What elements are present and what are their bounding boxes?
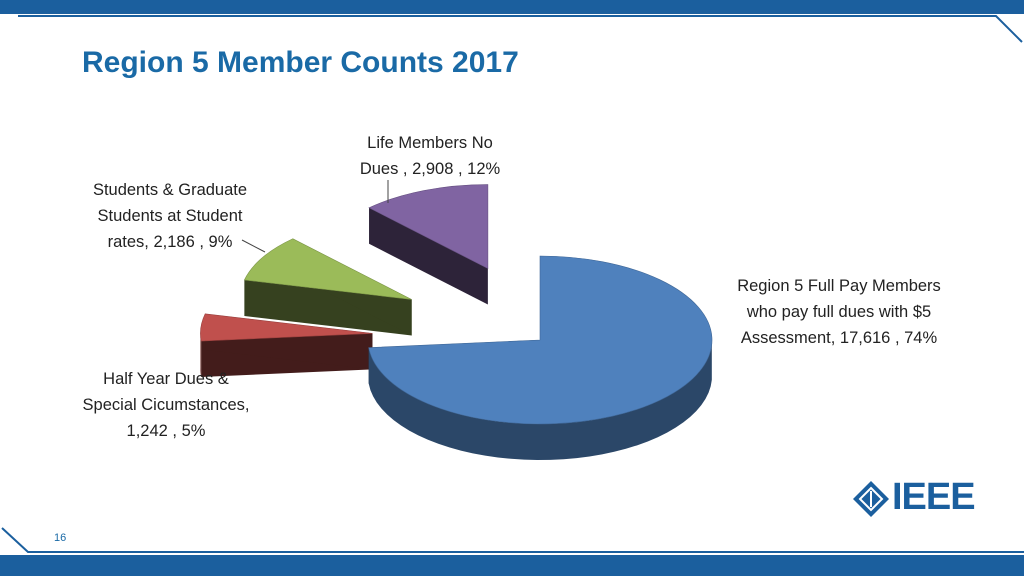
pie-slice-3-top <box>243 238 412 300</box>
page-number: 16 <box>54 532 67 544</box>
pie-slice-4-wall-1 <box>369 207 488 305</box>
label-full-line-3: Assessment, 17,616 , 74% <box>740 329 938 347</box>
label-life-members: Life Members No Dues , 2,908 , 12% <box>330 130 530 182</box>
label-half-line-2: Special Cicumstances, <box>82 396 250 414</box>
slide-title: Region 5 Member Counts 2017 <box>82 46 519 79</box>
pie-slice-2-rim <box>200 331 202 378</box>
pie-slice-4-top <box>368 184 489 270</box>
bottom-frame-line <box>1 527 1024 553</box>
ieee-logo-text: IEEE <box>892 476 976 518</box>
pie-slice-3 <box>243 238 412 336</box>
pie-slice-1-top <box>368 255 713 425</box>
pie-slice-2-top <box>200 313 373 342</box>
label-full-pay: Region 5 Full Pay Members who pay full d… <box>714 273 964 351</box>
label-full-line-1: Region 5 Full Pay Members <box>737 277 941 295</box>
pie-slice-3-wall-1 <box>244 279 412 336</box>
label-students-line-1: Students & Graduate <box>92 181 248 199</box>
bottom-accent-bar <box>0 555 1024 576</box>
label-full-line-2: who pay full dues with $5 <box>746 303 932 321</box>
pie-slice-1 <box>368 255 713 460</box>
label-half-line-1: Half Year Dues & <box>103 370 229 388</box>
pie-slice-2 <box>200 313 373 378</box>
ieee-logo: IEEE <box>852 476 994 520</box>
top-frame-line <box>18 15 1023 43</box>
label-life-line-1: Life Members No <box>367 134 493 152</box>
label-students-line-3: rates, 2,186 , 9% <box>107 233 233 251</box>
label-students: Students & Graduate Students at Student … <box>70 177 270 255</box>
label-half-year: Half Year Dues & Special Cicumstances, 1… <box>56 366 276 444</box>
label-half-line-3: 1,242 , 5% <box>126 422 206 440</box>
label-students-line-2: Students at Student <box>97 207 243 225</box>
top-accent-bar <box>0 0 1024 14</box>
pie-slice-4 <box>368 184 489 305</box>
label-life-line-2: Dues , 2,908 , 12% <box>359 160 501 178</box>
ieee-diamond-icon <box>853 481 889 517</box>
students-leader-line <box>241 239 266 253</box>
pie-slice-1-rim <box>368 343 712 460</box>
